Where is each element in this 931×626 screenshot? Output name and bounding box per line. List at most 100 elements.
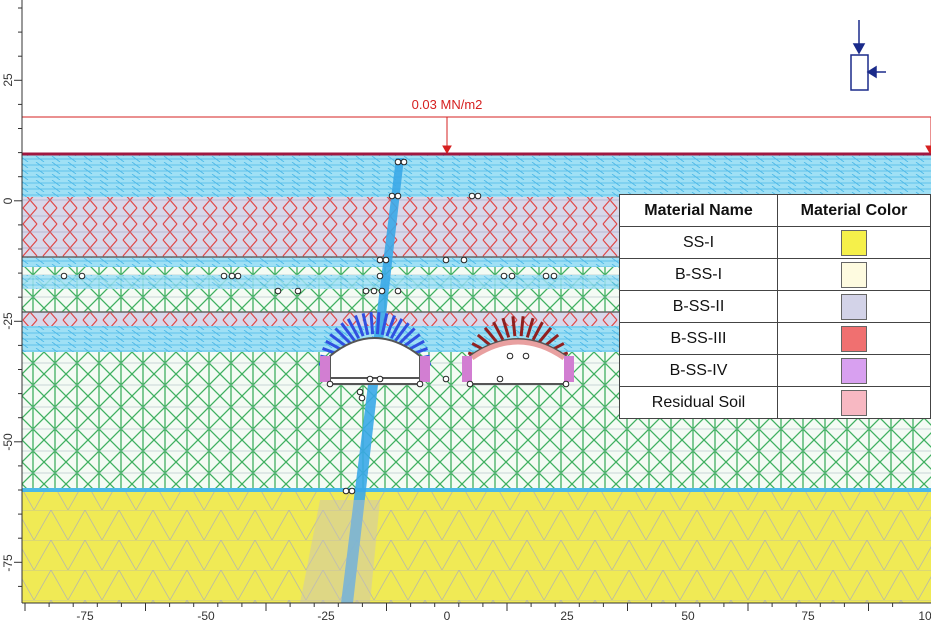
legend-row: B-SS-IV [619,354,931,387]
mesh-node [378,287,386,295]
mesh-node [496,375,504,383]
x-tick-label: 50 [681,609,695,623]
legend-row: B-SS-I [619,258,931,291]
rock-bolt [397,327,416,346]
rock-bolt [492,321,505,341]
mesh-node [460,256,468,264]
material-name: SS-I [619,226,778,259]
rock-bolt [334,327,353,346]
rock-bolt [354,315,365,337]
y-tick-label: 25 [1,73,15,87]
mesh-node [362,287,370,295]
legend-row: B-SS-III [619,322,931,355]
mesh-node [562,380,570,388]
x-tick-label: 75 [801,609,815,623]
legend-row: Residual Soil [619,386,931,419]
material-name: B-SS-I [619,258,778,291]
material-swatch [841,261,867,288]
rock-bolt [369,312,375,335]
mesh-node [342,487,350,495]
material-swatch [841,293,867,320]
tunnel-right-wall-west [462,356,472,382]
rock-bolt [385,315,396,337]
rock-bolt [340,322,356,342]
material-swatch [841,357,867,384]
tunnel-left [319,312,431,385]
x-tick-label: -75 [76,609,94,623]
material-swatch [841,325,867,352]
mesh-node [382,256,390,264]
mesh-node [370,287,378,295]
legend-row: B-SS-II [619,290,931,323]
material-name: B-SS-II [619,290,778,323]
rock-bolt [531,321,544,341]
y-tick-label: 0 [1,197,15,204]
mesh-node [348,487,356,495]
rock-bolt [501,317,511,338]
y-tick-label: -25 [1,312,15,330]
layer-cyan-band-1 [22,257,931,267]
mesh-node [550,272,558,280]
mesh-node [228,272,236,280]
y-tick-label: -75 [1,554,15,572]
mesh-node [394,192,402,200]
x-tick-label: 10 [918,609,931,623]
y-axis: 25 0 -25 -50 -75 [1,0,23,603]
mesh-node [388,192,396,200]
mesh-node [442,256,450,264]
layer-ss-i [22,490,931,603]
load-label: 0.03 MN/m2 [412,97,483,112]
mesh-node [394,158,402,166]
material-name: B-SS-III [619,322,778,355]
mesh-node [376,272,384,280]
mesh-node [522,352,530,360]
mesh-node [356,388,364,396]
legend-header-color: Material Color [777,194,931,227]
x-tick-label: -25 [317,609,335,623]
distributed-load [22,116,931,155]
rock-bolt [380,312,389,336]
mesh-node [60,272,68,280]
x-tick-label: 25 [560,609,574,623]
material-name: B-SS-IV [619,354,778,387]
mesh-node [220,272,228,280]
rock-bolt [346,318,361,339]
mesh-node [78,272,86,280]
mesh-node [274,287,282,295]
material-swatch [841,229,867,256]
rock-bolt [375,312,381,335]
material-name: Residual Soil [619,386,778,419]
material-legend: Material Name Material Color SS-I B-SS-I… [619,194,931,419]
y-tick-label: -50 [1,433,15,451]
mesh-node [468,192,476,200]
mesh-node [358,394,366,402]
tunnel-left-wall-east [420,356,430,382]
mesh-node [508,272,516,280]
mesh-node [474,192,482,200]
material-swatch [841,389,867,416]
rock-bolt [483,326,499,345]
mesh-node [366,375,374,383]
legend-row: SS-I [619,226,931,259]
rock-bolt [361,312,370,336]
mesh-node [466,380,474,388]
rock-bolt [394,322,410,342]
x-axis: -75 -50 -25 0 25 50 75 10 [22,602,931,623]
legend-header-name: Material Name [619,194,778,227]
tunnel-left-wall-west [320,356,330,382]
x-tick-label: 0 [444,609,451,623]
mesh-node [416,380,424,388]
mesh-node [442,375,450,383]
mesh-node [506,352,514,360]
mesh-node [376,256,384,264]
mesh-node [376,375,384,383]
tunnel-right-wall-east [564,356,574,382]
rock-bolt [389,318,404,339]
layer-b-ss-i-top [22,155,931,197]
mesh-node [394,287,402,295]
mesh-node [234,272,242,280]
mesh-node [326,380,334,388]
x-tick-label: -50 [197,609,215,623]
tunnel-right [462,316,574,385]
